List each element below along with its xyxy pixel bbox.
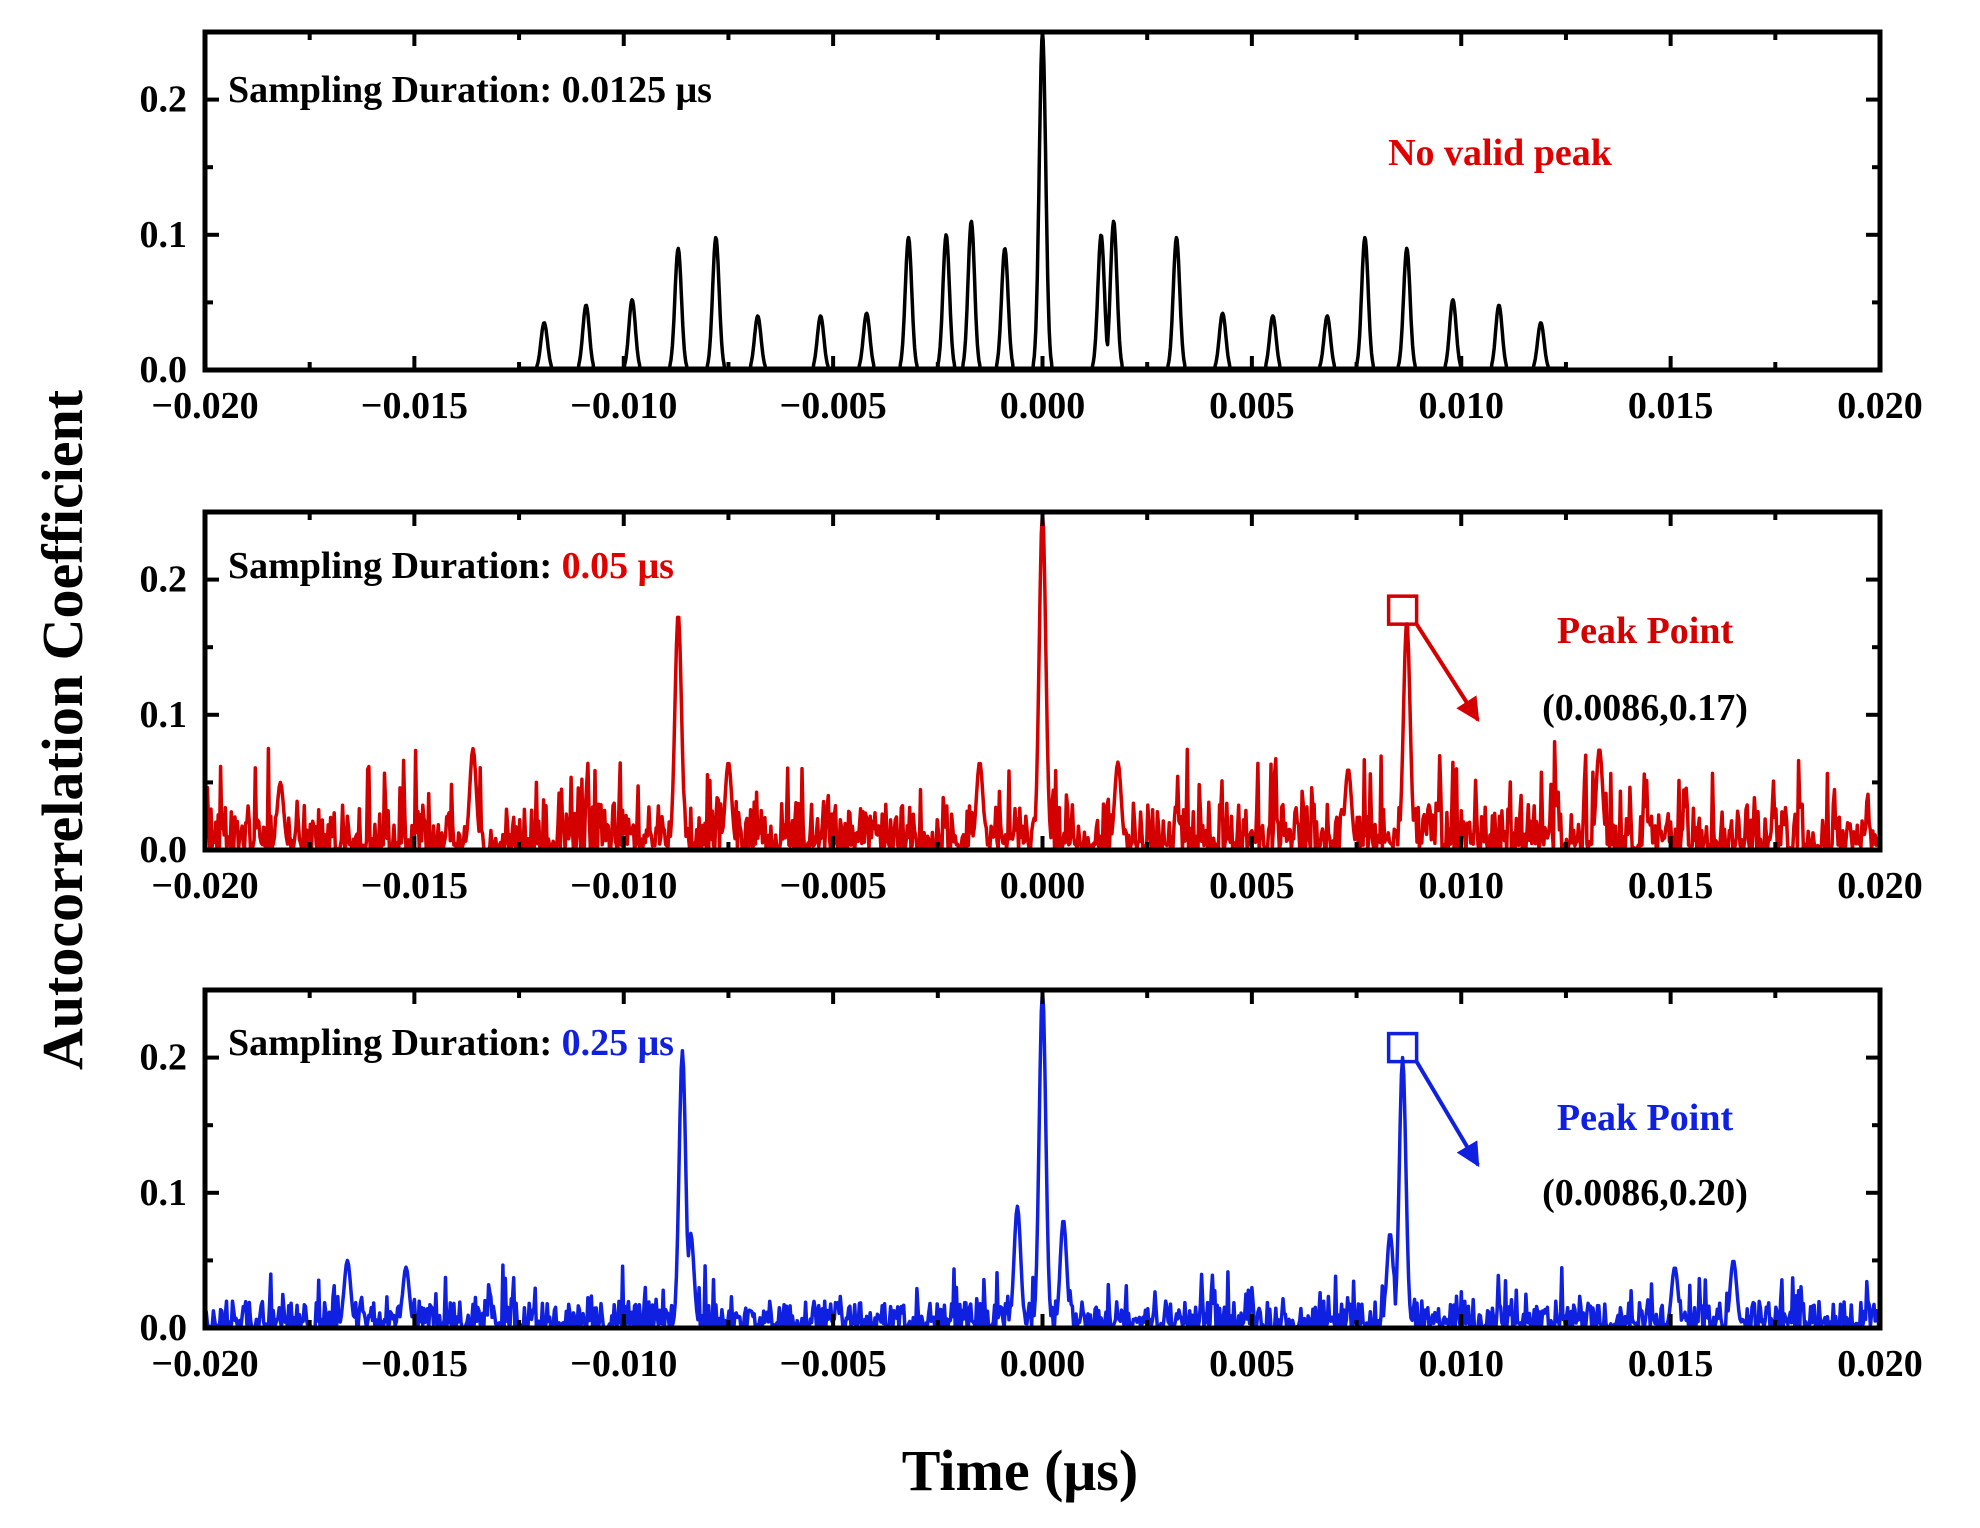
x-tick-label: −0.015 xyxy=(361,385,468,427)
sampling-duration-value: 0.25 μs xyxy=(562,1022,674,1064)
x-tick-label: 0.005 xyxy=(1209,385,1295,427)
x-tick-label: −0.020 xyxy=(151,385,258,427)
x-tick-label: 0.000 xyxy=(1000,385,1086,427)
x-tick-label: 0.010 xyxy=(1419,1343,1505,1385)
sampling-duration-prefix: Sampling Duration: xyxy=(228,545,562,587)
peak-point-marker xyxy=(1386,1031,1419,1064)
series-line xyxy=(205,990,1880,1328)
x-tick-label: −0.010 xyxy=(570,865,677,907)
y-tick-label: 0.2 xyxy=(140,79,188,121)
x-tick-label: −0.010 xyxy=(570,385,677,427)
x-tick-label: 0.020 xyxy=(1837,1343,1923,1385)
peak-point-arrow xyxy=(1414,1060,1480,1168)
x-tick-label: 0.015 xyxy=(1628,385,1714,427)
x-tick-label: 0.000 xyxy=(1000,865,1086,907)
y-tick-label: 0.1 xyxy=(140,214,188,256)
chart-panel-2: −0.020 −0.015 −0.010 −0.005 0.000 0.005 0.010 0… xyxy=(140,509,1923,907)
sampling-duration-label: Sampling Duration: 0.25 μs xyxy=(228,1022,674,1064)
x-tick-label: 0.000 xyxy=(1000,1343,1086,1385)
x-tick-label: −0.005 xyxy=(780,1343,887,1385)
x-tick-label: 0.005 xyxy=(1209,865,1295,907)
x-tick-label: 0.015 xyxy=(1628,1343,1714,1385)
y-tick-label: 0.1 xyxy=(140,1172,188,1214)
x-tick-label: −0.010 xyxy=(570,1343,677,1385)
x-tick-label: −0.005 xyxy=(780,385,887,427)
x-tick-label: −0.020 xyxy=(151,1343,258,1385)
x-tick-label: −0.005 xyxy=(780,865,887,907)
y-tick-label: 0.0 xyxy=(140,829,188,871)
peak-point-label: Peak Point xyxy=(1557,610,1734,652)
x-tick-label: 0.020 xyxy=(1837,385,1923,427)
y-tick-label: 0.0 xyxy=(140,1307,188,1349)
y-tick-label: 0.1 xyxy=(140,694,188,736)
x-tick-label: 0.010 xyxy=(1419,385,1505,427)
x-tick-label: −0.015 xyxy=(361,1343,468,1385)
x-tick-label: 0.015 xyxy=(1628,865,1714,907)
chart-panel-3: −0.020 −0.015 −0.010 −0.005 0.000 0.005 0.010 0… xyxy=(140,987,1923,1385)
sampling-duration-prefix: Sampling Duration: xyxy=(228,69,562,111)
sampling-duration-prefix: Sampling Duration: xyxy=(228,1022,562,1064)
peak-point-coordinates: (0.0086,0.17) xyxy=(1542,687,1748,729)
y-tick-label: 0.2 xyxy=(140,1037,188,1079)
x-axis-title: Time (μs) xyxy=(902,1438,1138,1503)
x-tick-label: −0.020 xyxy=(151,865,258,907)
y-tick-label: 0.0 xyxy=(140,349,188,391)
x-tick-label: 0.010 xyxy=(1419,865,1505,907)
peak-point-arrow xyxy=(1414,623,1480,723)
peak-point-marker xyxy=(1386,594,1419,626)
sampling-duration-value: 0.05 μs xyxy=(562,545,674,587)
x-tick-label: −0.015 xyxy=(361,865,468,907)
sampling-duration-label: Sampling Duration: 0.05 μs xyxy=(228,545,674,587)
chart-panel-1: −0.020 −0.015 −0.010 −0.005 0.000 0.005 0.010 0… xyxy=(140,29,1923,427)
peak-point-label: Peak Point xyxy=(1557,1097,1734,1139)
x-tick-label: 0.005 xyxy=(1209,1343,1295,1385)
sampling-duration-value: 0.0125 μs xyxy=(562,69,712,111)
y-tick-label: 0.2 xyxy=(140,559,188,601)
x-tick-label: 0.020 xyxy=(1837,865,1923,907)
sampling-duration-label: Sampling Duration: 0.0125 μs xyxy=(228,69,712,111)
no-valid-peak-note: No valid peak xyxy=(1388,132,1613,174)
peak-point-coordinates: (0.0086,0.20) xyxy=(1542,1172,1748,1214)
y-axis-title: Autocorrelation Coefficient xyxy=(30,389,95,1070)
